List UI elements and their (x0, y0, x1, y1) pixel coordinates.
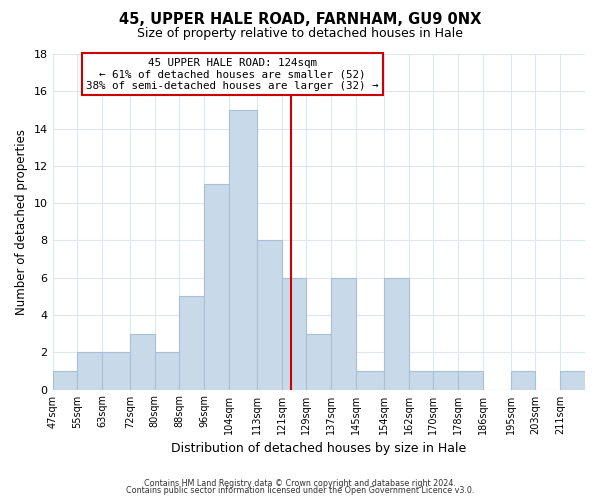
Bar (102, 352, 130, 390)
Text: 45 UPPER HALE ROAD: 124sqm
← 61% of detached houses are smaller (52)
38% of semi: 45 UPPER HALE ROAD: 124sqm ← 61% of deta… (86, 58, 379, 91)
X-axis label: Distribution of detached houses by size in Hale: Distribution of detached houses by size … (171, 442, 466, 455)
Bar (179, 296, 204, 390)
Bar (130, 334, 155, 390)
Bar (331, 278, 356, 390)
Bar (77, 352, 102, 390)
Bar (511, 371, 535, 390)
Bar (458, 371, 483, 390)
Text: 45, UPPER HALE ROAD, FARNHAM, GU9 0NX: 45, UPPER HALE ROAD, FARNHAM, GU9 0NX (119, 12, 481, 28)
Bar (229, 110, 257, 390)
Bar (257, 240, 281, 390)
Bar (384, 278, 409, 390)
Text: Size of property relative to detached houses in Hale: Size of property relative to detached ho… (137, 28, 463, 40)
Bar (433, 371, 458, 390)
Bar (53, 371, 77, 390)
Bar (409, 371, 433, 390)
Y-axis label: Number of detached properties: Number of detached properties (15, 129, 28, 315)
Bar (155, 352, 179, 390)
Bar (204, 184, 229, 390)
Bar (560, 371, 585, 390)
Bar (356, 371, 384, 390)
Bar (281, 278, 307, 390)
Bar (307, 334, 331, 390)
Text: Contains HM Land Registry data © Crown copyright and database right 2024.: Contains HM Land Registry data © Crown c… (144, 478, 456, 488)
Text: Contains public sector information licensed under the Open Government Licence v3: Contains public sector information licen… (126, 486, 474, 495)
